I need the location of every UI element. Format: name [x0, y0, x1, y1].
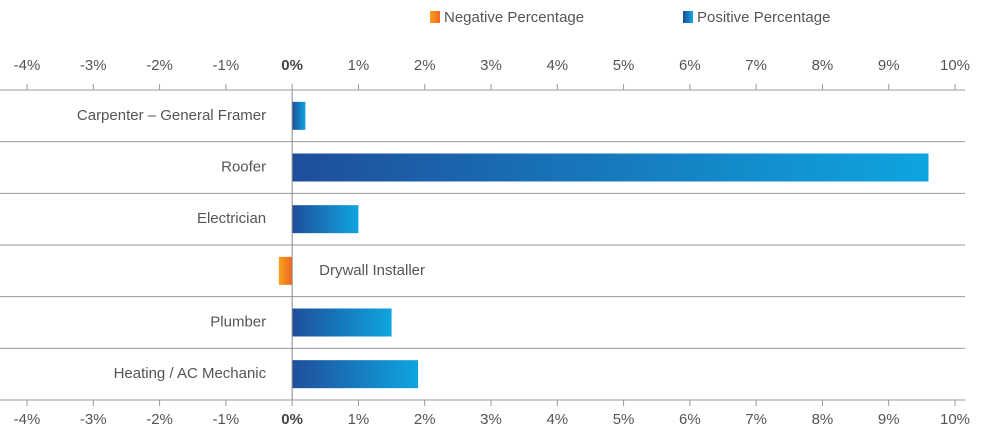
- x-tick-label: 0%: [281, 57, 303, 74]
- x-tick-label: -2%: [146, 57, 173, 74]
- x-tick-label: 4%: [546, 57, 568, 74]
- category-label: Plumber: [210, 313, 266, 330]
- legend-label: Positive Percentage: [697, 9, 830, 26]
- x-tick-label: -3%: [80, 411, 107, 428]
- x-tick-label: 8%: [812, 411, 834, 428]
- category-label: Electrician: [197, 210, 266, 227]
- x-tick-label: 4%: [546, 411, 568, 428]
- x-tick-label: 3%: [480, 411, 502, 428]
- x-tick-label: 8%: [812, 57, 834, 74]
- x-tick-label: 6%: [679, 57, 701, 74]
- x-tick-label: 2%: [414, 57, 436, 74]
- x-tick-label: 7%: [745, 57, 767, 74]
- x-tick-label: 5%: [613, 411, 635, 428]
- x-tick-label: 10%: [940, 57, 970, 74]
- legend-label: Negative Percentage: [444, 9, 584, 26]
- x-tick-label: 10%: [940, 411, 970, 428]
- legend-swatch: [683, 11, 693, 23]
- x-tick-label: 3%: [480, 57, 502, 74]
- x-tick-label: 9%: [878, 57, 900, 74]
- x-tick-label: -4%: [14, 57, 41, 74]
- x-tick-label: -1%: [213, 57, 240, 74]
- x-tick-label: 9%: [878, 411, 900, 428]
- x-tick-label: -4%: [14, 411, 41, 428]
- x-tick-label: 6%: [679, 411, 701, 428]
- category-label: Roofer: [221, 158, 266, 175]
- bar: [292, 205, 359, 234]
- bar: [292, 153, 929, 182]
- x-tick-label: -3%: [80, 57, 107, 74]
- bar: [292, 101, 306, 130]
- x-tick-label: 5%: [613, 57, 635, 74]
- bar: [278, 256, 293, 285]
- bar: [292, 360, 419, 389]
- category-label: Heating / AC Mechanic: [114, 365, 267, 382]
- legend-swatch: [430, 11, 440, 23]
- x-tick-label: 1%: [348, 57, 370, 74]
- category-label: Drywall Installer: [319, 262, 425, 279]
- x-tick-label: 1%: [348, 411, 370, 428]
- bar: [292, 308, 392, 337]
- x-tick-label: -1%: [213, 411, 240, 428]
- x-tick-label: 0%: [281, 411, 303, 428]
- x-tick-label: 2%: [414, 411, 436, 428]
- category-label: Carpenter – General Framer: [77, 107, 266, 124]
- x-tick-label: -2%: [146, 411, 173, 428]
- x-tick-label: 7%: [745, 411, 767, 428]
